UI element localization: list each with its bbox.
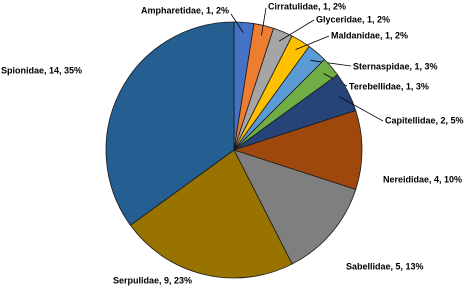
slice-label: Terebellidae, 1, 3% [349, 81, 429, 91]
slice-label: Glyceridae, 1, 2% [316, 14, 390, 24]
pie-wedge [105, 21, 235, 226]
slice-label: Ampharetidae, 1, 2% [141, 5, 229, 15]
slice-label: Capitellidae, 2, 5% [385, 115, 464, 125]
slice-label: Sabellidae, 5, 13% [346, 261, 424, 271]
pie-wedge [232, 109, 363, 191]
leader-line [295, 35, 330, 50]
slice-label: Maldanidae, 1, 2% [331, 30, 408, 40]
leader-line [310, 60, 352, 67]
leader-line [261, 7, 267, 36]
slice-label: Nereididae, 4, 10% [383, 174, 462, 184]
leader-line [338, 96, 384, 122]
slice-label: Spionidae, 14, 35% [1, 65, 82, 75]
slice-label: Cirratulidae, 1, 2% [268, 1, 346, 11]
leader-line [230, 13, 244, 33]
slice-label: Serpulidae, 9, 23% [113, 275, 192, 285]
pie-wedge [233, 149, 357, 265]
slice-label: Sternaspidae, 1, 3% [353, 61, 438, 71]
pie-wedge [129, 149, 293, 279]
leader-line [278, 19, 315, 42]
